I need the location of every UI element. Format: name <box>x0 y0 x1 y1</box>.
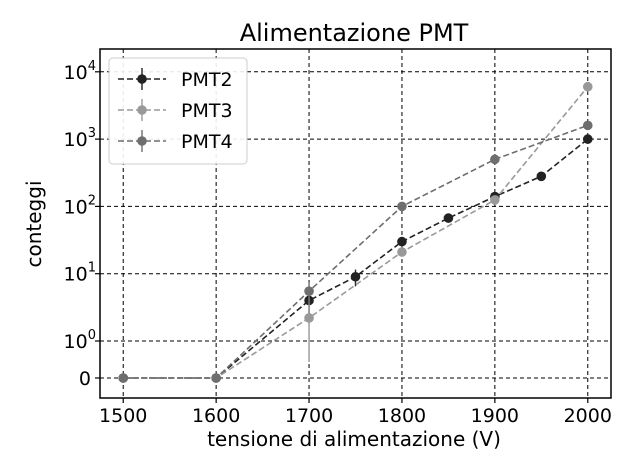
data-point-PMT3 <box>582 81 593 92</box>
data-point-PMT2 <box>350 271 361 282</box>
data-point-PMT4 <box>397 201 407 212</box>
data-point-PMT3 <box>397 247 407 257</box>
x-axis-label: tensione di alimentazione (V) <box>207 427 501 451</box>
x-tick-label: 1800 <box>378 405 426 427</box>
data-point-PMT3 <box>304 313 314 323</box>
data-point-PMT4 <box>118 373 129 383</box>
data-point-PMT2 <box>582 134 593 144</box>
y-tick-label: 102 <box>64 193 96 218</box>
data-point-PMT2 <box>443 213 454 223</box>
chart-title: Alimentazione PMT <box>240 19 469 47</box>
x-tick-label: 2000 <box>564 405 612 427</box>
y-tick-label: 100 <box>64 328 96 353</box>
data-point-PMT2 <box>397 236 407 247</box>
legend-marker-PMT3 <box>137 105 147 115</box>
axis-layer: 1500 1600 1700 1800 1900 2000 0 100 101 102 103 104 <box>64 59 612 427</box>
data-point-PMT4 <box>490 154 500 165</box>
x-tick-label: 1700 <box>285 405 333 427</box>
y-axis-label: conteggi <box>22 180 46 267</box>
data-point-PMT4 <box>582 120 593 131</box>
y-tick-label: 104 <box>64 59 96 84</box>
data-point-PMT2 <box>536 171 547 182</box>
x-tick-label: 1900 <box>471 405 519 427</box>
legend-label-PMT2: PMT2 <box>181 69 233 91</box>
data-point-PMT4 <box>211 373 221 383</box>
data-layer <box>118 81 593 383</box>
x-tick-label: 1600 <box>192 405 240 427</box>
legend-label-PMT4: PMT4 <box>181 131 233 153</box>
grid-layer <box>100 49 611 398</box>
legend: PMT2 PMT3 PMT4 <box>108 57 248 165</box>
y-tick-label: 0 <box>79 368 91 390</box>
y-tick-label: 103 <box>64 126 96 151</box>
legend-label-PMT3: PMT3 <box>181 100 233 122</box>
x-tick-label: 1500 <box>99 405 147 427</box>
y-tick-label: 101 <box>64 261 96 286</box>
series-line-PMT4 <box>123 124 589 379</box>
legend-marker-PMT4 <box>137 136 147 146</box>
legend-marker-PMT2 <box>137 74 147 84</box>
data-point-PMT3 <box>490 195 500 205</box>
data-point-PMT4 <box>304 286 314 296</box>
plot-frame <box>99 48 612 399</box>
